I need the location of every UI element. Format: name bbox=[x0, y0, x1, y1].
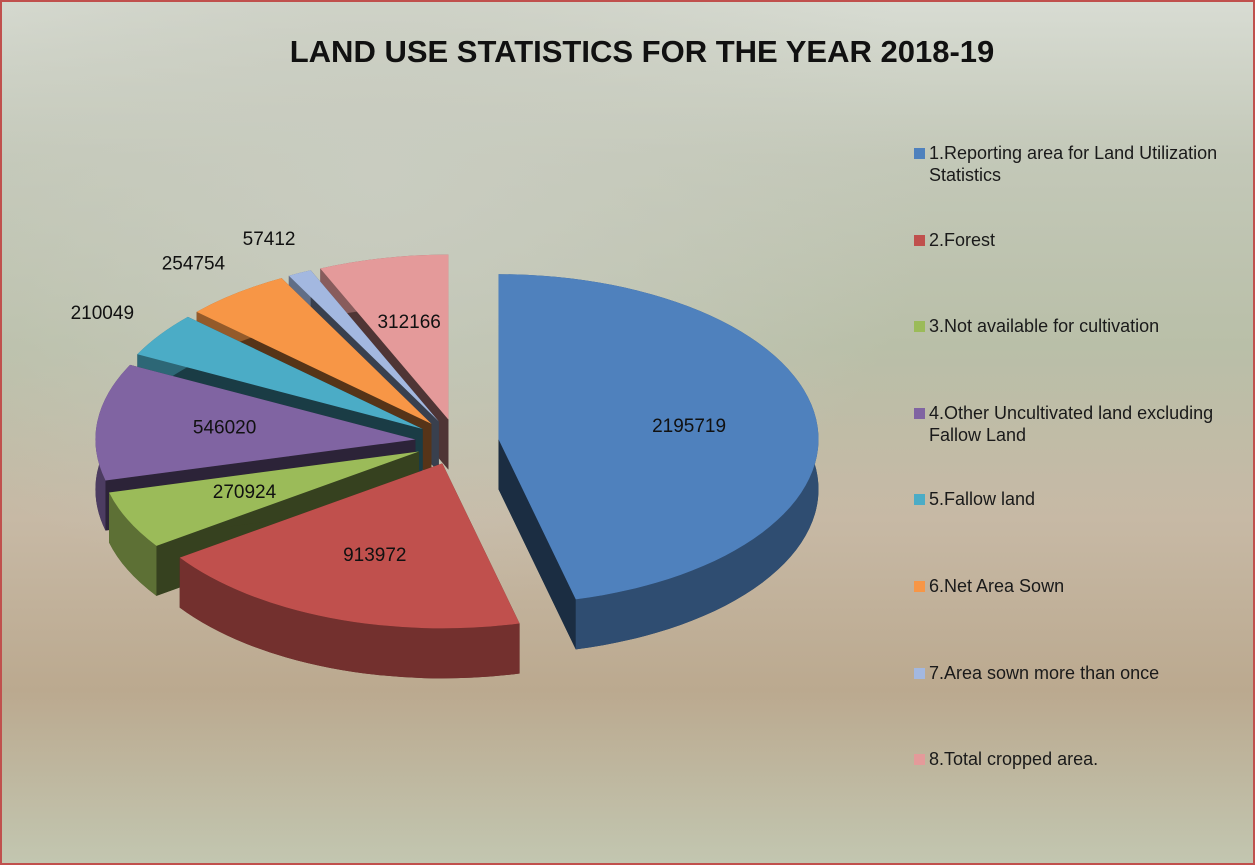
legend-item: 5.Fallow land bbox=[914, 488, 1253, 510]
slice-top bbox=[109, 451, 420, 546]
slice-top bbox=[196, 278, 432, 424]
legend-item: 7.Area sown more than once bbox=[914, 662, 1253, 684]
data-label: 2195719 bbox=[652, 416, 726, 437]
legend-label: 5.Fallow land bbox=[929, 489, 1036, 510]
slice-rim bbox=[109, 492, 157, 596]
data-label: 312166 bbox=[377, 312, 440, 333]
legend-label: 7.Area sown more than once bbox=[929, 662, 1160, 683]
legend-swatch bbox=[914, 148, 925, 159]
slice-top bbox=[320, 254, 449, 420]
pie-slice bbox=[179, 463, 520, 679]
legend-item: 4.Other Uncultivated land excluding Fall… bbox=[914, 402, 1253, 446]
legend-item: 8.Total cropped area. bbox=[914, 748, 1253, 770]
legend-label: 1.Reporting area for Land Utilization St… bbox=[929, 143, 1218, 185]
legend-item: 2.Forest bbox=[914, 229, 1253, 251]
legend-label: 6.Net Area Sown bbox=[929, 576, 1065, 596]
slice-rim bbox=[179, 557, 520, 679]
slice-top bbox=[288, 270, 439, 422]
legend-label: 3.Not available for cultivation bbox=[929, 316, 1160, 337]
legend-item: 1.Reporting area for Land Utilization St… bbox=[914, 142, 1253, 186]
legend-swatch bbox=[914, 667, 925, 679]
legend-swatch bbox=[914, 234, 925, 246]
data-label: 57412 bbox=[243, 229, 296, 250]
slice-side bbox=[498, 439, 576, 650]
chart-title: LAND USE STATISTICS FOR THE YEAR 2018-19 bbox=[290, 34, 995, 69]
data-label: 254754 bbox=[162, 253, 226, 274]
slice-top bbox=[95, 364, 416, 481]
legend-label: 8.Total cropped area. bbox=[929, 749, 1099, 770]
data-label: 270924 bbox=[213, 482, 277, 503]
legend-swatch bbox=[914, 407, 925, 419]
legend-swatch bbox=[914, 581, 925, 592]
legend-swatch bbox=[914, 754, 925, 766]
data-label: 210049 bbox=[71, 303, 134, 324]
legend-swatch bbox=[914, 321, 925, 333]
slice-top bbox=[137, 316, 423, 429]
legend-label: 2.Forest bbox=[929, 229, 996, 250]
legend-swatch bbox=[914, 494, 925, 506]
data-label: 546020 bbox=[193, 418, 256, 439]
legend-item: 3.Not available for cultivation bbox=[914, 315, 1253, 337]
legend-label: 4.Other Uncultivated land excluding Fall… bbox=[929, 402, 1214, 445]
slice-top bbox=[498, 274, 819, 600]
data-label: 913972 bbox=[343, 545, 406, 566]
pie-slice bbox=[498, 274, 819, 650]
legend-item: 6.Net Area Sown bbox=[914, 575, 1253, 597]
slice-top bbox=[179, 463, 520, 629]
